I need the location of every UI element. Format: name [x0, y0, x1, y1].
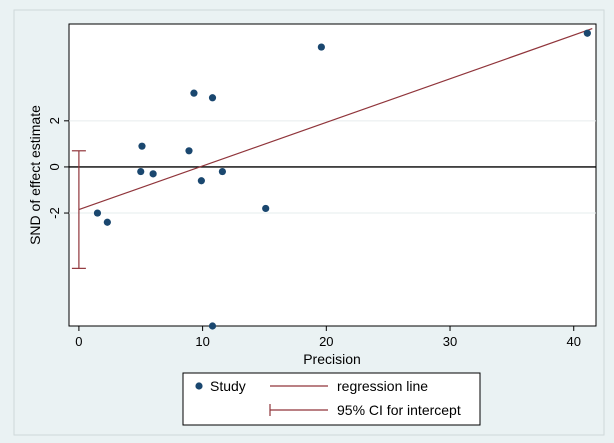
study-point: [103, 218, 111, 226]
x-axis-title: Precision: [303, 351, 361, 367]
study-point: [208, 322, 217, 330]
study-point: [317, 43, 325, 51]
regression-line: [78, 28, 593, 211]
study-point: [138, 142, 146, 150]
legend-box: [182, 372, 481, 426]
study-point: [218, 167, 226, 176]
study-point: [197, 177, 205, 185]
grid-lines: [69, 120, 596, 214]
x-tick-label: 0: [75, 334, 82, 349]
study-point: [190, 89, 198, 97]
x-tick-label: 40: [566, 334, 580, 349]
y-tick-label: -2: [47, 207, 62, 219]
legend: Study regression line 95% CI for interce…: [182, 372, 481, 426]
legend-study-marker: [195, 382, 203, 390]
study-point: [137, 167, 145, 176]
study-point: [208, 94, 217, 102]
x-tick-label: 30: [443, 334, 457, 349]
x-tick-label: 20: [319, 334, 333, 349]
plot-area: [68, 23, 597, 327]
study-point: [185, 147, 193, 155]
study-point: [583, 29, 591, 37]
legend-regression-label: regression line: [337, 378, 428, 394]
legend-ci-swatch: [269, 404, 328, 416]
y-tick-label: 0: [47, 163, 62, 170]
y-axis-title: SND of effect estimate: [27, 105, 43, 245]
legend-study-label: Study: [210, 378, 246, 394]
study-point: [149, 170, 157, 178]
x-axis: 0 10 20 30 40: [75, 326, 581, 349]
study-point: [93, 209, 102, 217]
y-tick-label: 2: [47, 117, 62, 124]
study-point: [262, 204, 270, 213]
series-layer: [71, 28, 593, 330]
y-axis: -2 0 2: [47, 117, 69, 219]
x-tick-label: 10: [195, 334, 209, 349]
legend-ci-label: 95% CI for intercept: [337, 402, 461, 418]
